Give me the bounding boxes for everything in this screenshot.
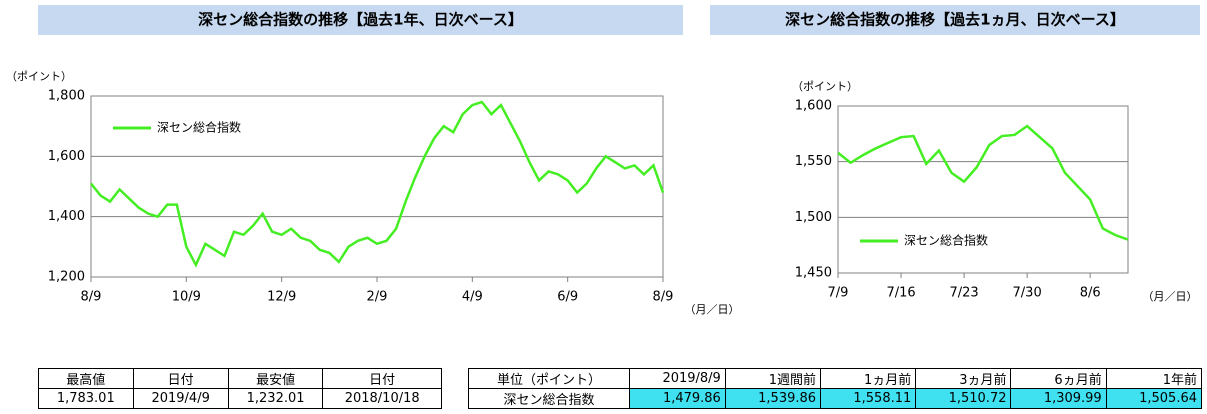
y-axis-label: （ポイント） <box>792 80 858 93</box>
y-tick-label: 1,200 <box>48 270 85 285</box>
x-tick-label: 8/9 <box>653 290 674 305</box>
x-tick-label: 2/9 <box>367 290 388 305</box>
cell: 1,232.01 <box>227 388 324 409</box>
cell: 1,558.11 <box>820 388 917 409</box>
cell: 1,539.86 <box>724 388 822 409</box>
row: 最高値 日付 最安値 日付 <box>38 368 442 389</box>
y-tick-label: 1,400 <box>48 209 85 224</box>
y-tick-label: 1,550 <box>795 154 832 169</box>
cell: 2019/4/9 <box>132 388 229 409</box>
change-table: 単位（ポイント） 2019/8/9 1週間前 1ヵ月前 3ヵ月前 6ヵ月前 1年前 深セン総合… <box>468 368 1203 409</box>
y-tick-label: 1,450 <box>795 266 832 281</box>
x-tick-label: 4/9 <box>462 290 483 305</box>
row: 深セン総合指数 1,479.86 1,539.86 1,558.11 1,510.72 1… <box>468 388 1203 409</box>
x-tick-label: 7/23 <box>949 286 978 301</box>
title-box <box>38 5 683 35</box>
cell: 6ヵ月前 <box>1010 368 1107 389</box>
cell: 1,505.64 <box>1105 388 1203 409</box>
cell: 深セン総合指数 <box>468 388 630 409</box>
legend-label: 深セン総合指数 <box>904 233 988 248</box>
y-tick-label: 1,600 <box>795 99 832 114</box>
x-tick-label: 7/30 <box>1013 286 1042 301</box>
cell: 日付 <box>132 368 229 389</box>
line <box>90 100 665 268</box>
x-tick-label: 7/16 <box>886 286 915 301</box>
row: 単位（ポイント） 2019/8/9 1週間前 1ヵ月前 3ヵ月前 6ヵ月前 1年前 <box>468 368 1203 389</box>
x-tick-label: 10/9 <box>172 290 201 305</box>
cell: 1,783.01 <box>38 388 134 409</box>
y-tick-label: 1,500 <box>795 210 832 225</box>
cell: 1,309.99 <box>1010 388 1107 409</box>
plot-frame <box>837 105 1129 274</box>
summary-table: 最高値 日付 最安値 日付 1,783.01 2019/4/9 1,232.01 2018/1… <box>38 368 442 409</box>
chart-title: 深セン総合指数の推移【過去1年、日次ベース】 <box>198 11 523 29</box>
cell: 2019/8/9 <box>628 368 726 389</box>
x-tick-label: 7/9 <box>828 286 849 301</box>
x-axis-label: （月／日） <box>1143 290 1198 303</box>
cell: 単位（ポイント） <box>468 368 630 389</box>
cell: 最安値 <box>227 368 324 389</box>
legend-label: 深セン総合指数 <box>157 120 241 135</box>
cell: 2018/10/18 <box>322 388 442 409</box>
chart-title: 深セン総合指数の推移【過去1ヵ月、日次ベース】 <box>785 11 1125 29</box>
x-axis-label: （月／日） <box>685 303 740 316</box>
x-tick-label: 6/9 <box>557 290 578 305</box>
cell: 1週間前 <box>724 368 822 389</box>
title-box <box>710 5 1200 35</box>
charts: 深セン総合指数の推移【過去1年、日次ベース】 （ポイント） （月／日） 1,200 1,… <box>6 5 1200 316</box>
cell: 1年前 <box>1105 368 1203 389</box>
x-tick-label: 8/6 <box>1080 286 1101 301</box>
cell: 1,479.86 <box>628 388 726 409</box>
cell: 1ヵ月前 <box>820 368 917 389</box>
line <box>837 124 1129 241</box>
y-tick-label: 1,600 <box>48 149 85 164</box>
x-tick-label: 8/9 <box>81 290 102 305</box>
cell: 日付 <box>322 368 442 389</box>
x-tick-label: 12/9 <box>267 290 296 305</box>
cell: 3ヵ月前 <box>915 368 1012 389</box>
cell: 最高値 <box>38 368 134 389</box>
y-tick-label: 1,800 <box>48 89 85 104</box>
y-axis-label: （ポイント） <box>6 70 72 83</box>
row: 1,783.01 2019/4/9 1,232.01 2018/10/18 <box>38 388 442 409</box>
cell: 1,510.72 <box>915 388 1012 409</box>
